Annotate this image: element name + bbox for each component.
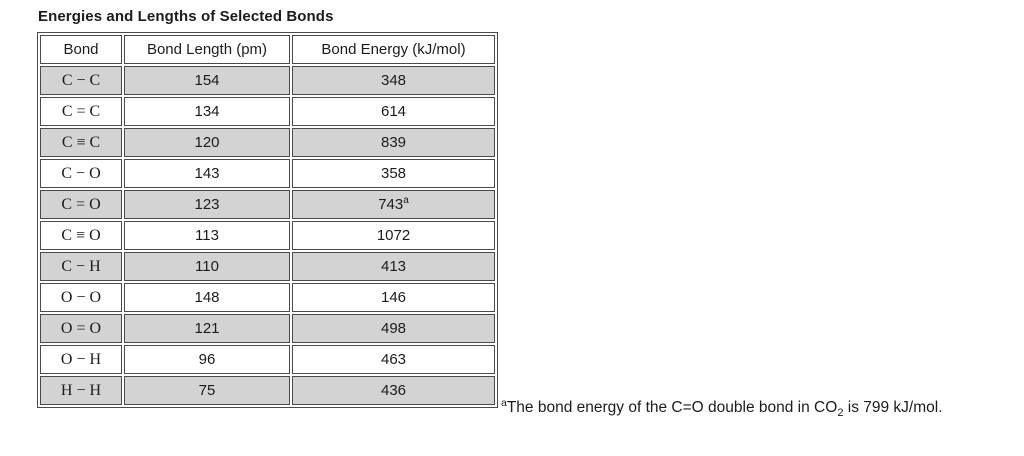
energy-cell: 743a [292, 190, 495, 219]
table-row: C = C 134 614 [40, 97, 495, 126]
energy-cell: 413 [292, 252, 495, 281]
energy-value: 614 [380, 103, 407, 120]
footnote-text: The bond energy of the C=O double bond i… [506, 399, 838, 416]
energy-value: 1072 [376, 227, 411, 244]
footnote-marker: a [403, 195, 409, 206]
energy-value: 839 [380, 134, 407, 151]
energy-cell: 839 [292, 128, 495, 157]
energy-cell: 436 [292, 376, 495, 405]
energy-cell: 1072 [292, 221, 495, 250]
column-header-bond-length: Bond Length (pm) [124, 35, 290, 64]
length-cell: 96 [124, 345, 290, 374]
footnote-marker: a [501, 396, 507, 409]
table-row: C − C 154 348 [40, 66, 495, 95]
bond-cell: C − O [40, 159, 122, 188]
energy-value: 743 [378, 196, 404, 213]
table-row: C − O 143 358 [40, 159, 495, 188]
column-header-bond: Bond [40, 35, 122, 64]
length-cell: 123 [124, 190, 290, 219]
energy-value: 358 [380, 165, 407, 182]
bond-cell: C ≡ O [40, 221, 122, 250]
energy-cell: 614 [292, 97, 495, 126]
energy-cell: 463 [292, 345, 495, 374]
length-cell: 113 [124, 221, 290, 250]
bond-cell: C − H [40, 252, 122, 281]
bond-cell: C = C [40, 97, 122, 126]
energy-value: 348 [380, 72, 407, 89]
length-cell: 143 [124, 159, 290, 188]
table-row: O − H 96 463 [40, 345, 495, 374]
table-row: C ≡ O 113 1072 [40, 221, 495, 250]
length-cell: 154 [124, 66, 290, 95]
table-row: O − O 148 146 [40, 283, 495, 312]
header-row: Bond Bond Length (pm) Bond Energy (kJ/mo… [40, 35, 495, 64]
bond-cell: H − H [40, 376, 122, 405]
energy-cell: 498 [292, 314, 495, 343]
length-cell: 75 [124, 376, 290, 405]
table-row: C = O 123 743a [40, 190, 495, 219]
energy-value: 498 [380, 320, 407, 337]
table-row: C − H 110 413 [40, 252, 495, 281]
bond-cell: O − H [40, 345, 122, 374]
energy-value: 436 [380, 382, 407, 399]
footnote-text: is 799 kJ/mol. [843, 399, 943, 416]
bond-cell: C = O [40, 190, 122, 219]
table-row: H − H 75 436 [40, 376, 495, 405]
length-cell: 120 [124, 128, 290, 157]
length-cell: 148 [124, 283, 290, 312]
bond-cell: O = O [40, 314, 122, 343]
table-row: C ≡ C 120 839 [40, 128, 495, 157]
bond-energies-table: Bond Bond Length (pm) Bond Energy (kJ/mo… [37, 32, 498, 408]
length-cell: 121 [124, 314, 290, 343]
energy-value: 463 [380, 351, 407, 368]
energy-cell: 146 [292, 283, 495, 312]
bond-cell: O − O [40, 283, 122, 312]
co2-subscript: 2 [837, 407, 844, 420]
column-header-bond-energy: Bond Energy (kJ/mol) [292, 35, 495, 64]
page-title: Energies and Lengths of Selected Bonds [38, 8, 334, 25]
table-footnote: aThe bond energy of the C=O double bond … [501, 396, 943, 420]
length-cell: 110 [124, 252, 290, 281]
bond-cell: C ≡ C [40, 128, 122, 157]
bond-cell: C − C [40, 66, 122, 95]
energy-value: 413 [380, 258, 407, 275]
length-cell: 134 [124, 97, 290, 126]
energy-value: 146 [380, 289, 407, 306]
energy-cell: 348 [292, 66, 495, 95]
table-row: O = O 121 498 [40, 314, 495, 343]
energy-cell: 358 [292, 159, 495, 188]
